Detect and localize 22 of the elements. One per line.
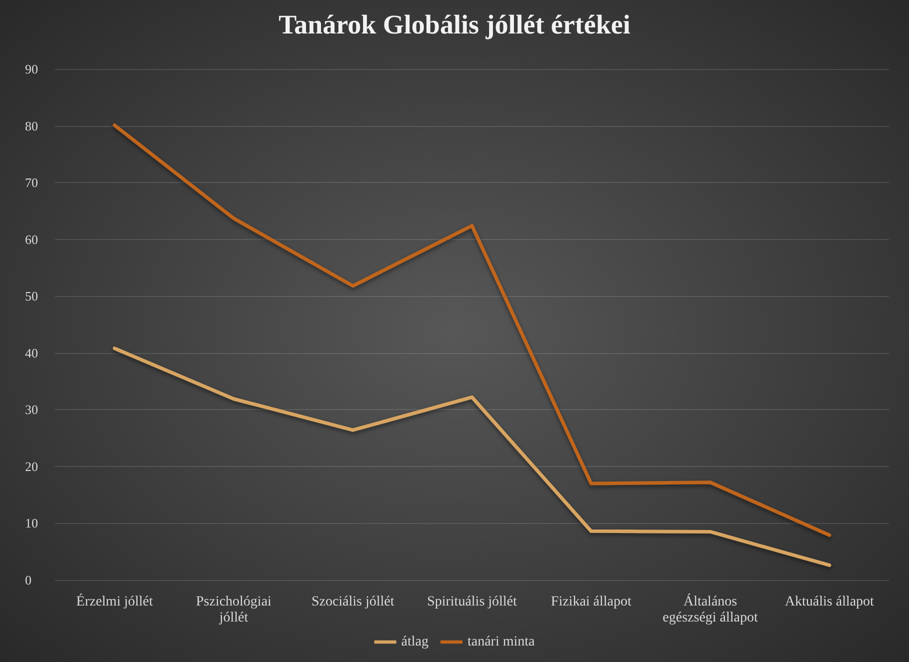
line-series <box>112 123 832 537</box>
y-tick-label: 80 <box>25 118 38 134</box>
legend-label: tanári minta <box>467 634 536 650</box>
x-tick-label: Szociális jóllét <box>311 594 394 610</box>
chart-title: Tanárok Globális jóllét értékei <box>278 10 631 40</box>
y-tick-label: 50 <box>25 288 38 304</box>
y-tick-label: 40 <box>25 345 38 360</box>
x-tick-label: Általános egészségi állapot <box>662 592 758 626</box>
y-tick-label: 30 <box>25 402 38 418</box>
y-tick-label: 70 <box>25 175 38 190</box>
y-tick-label: 10 <box>25 516 38 531</box>
x-tick-label: Fizikai állapot <box>550 594 632 610</box>
y-tick-label: 20 <box>25 458 38 474</box>
x-tick-label: Érzelmi jóllét <box>76 592 153 610</box>
x-tick-label: Aktuális állapot <box>784 594 874 610</box>
x-tick-label: Pszichológiai jóllét <box>196 594 272 626</box>
y-tick-label: 60 <box>25 232 38 247</box>
legend-label: átlag <box>401 634 428 650</box>
y-tick-label: 0 <box>25 572 32 588</box>
line-series <box>112 346 832 567</box>
x-tick-label: Spirituális jóllét <box>427 594 518 610</box>
y-tick-label: 90 <box>25 62 38 76</box>
